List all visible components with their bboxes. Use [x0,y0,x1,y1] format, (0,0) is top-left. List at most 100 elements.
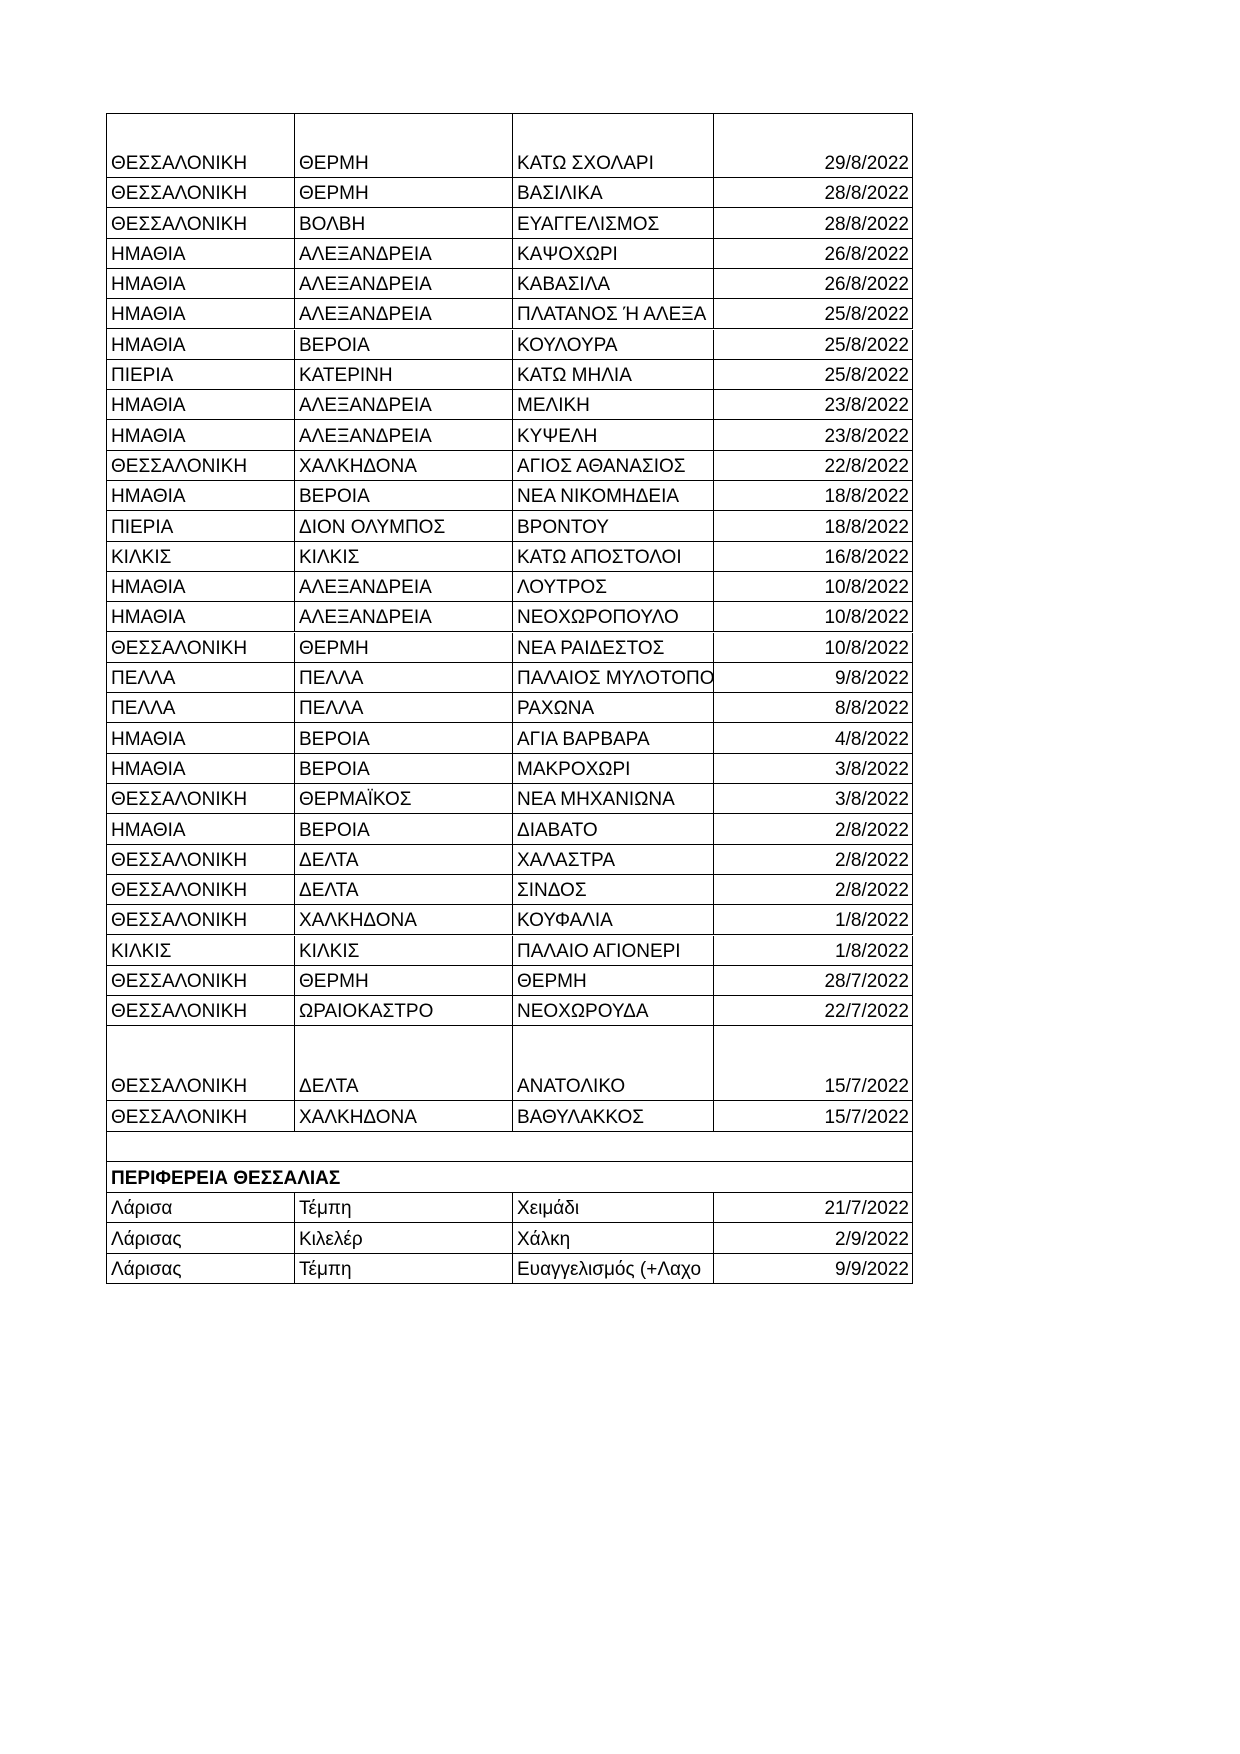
village-cell: ΝΕΑ ΝΙΚΟΜΗΔΕΙΑ [513,481,714,512]
village-cell: ΝΕΑ ΡΑΙΔΕΣΤΟΣ [513,632,714,663]
municipality-cell: ΒΕΡΟΙΑ [295,753,513,784]
region-cell: ΘΕΣΣΑΛΟΝΙΚΗ [107,844,295,875]
date-cell: 25/8/2022 [714,299,913,330]
region-cell: ΗΜΑΘΙΑ [107,602,295,633]
date-cell: 18/8/2022 [714,511,913,542]
region-cell: Λάρισας [107,1223,295,1254]
municipality-cell: ΧΑΛΚΗΔΟΝΑ [295,1101,513,1132]
date-cell: 3/8/2022 [714,784,913,815]
municipality-cell: ΚΙΛΚΙΣ [295,541,513,572]
municipality-cell: ΩΡΑΙΟΚΑΣΤΡΟ [295,996,513,1027]
date-cell: 26/8/2022 [714,268,913,300]
date-cell: 28/8/2022 [714,178,913,209]
date-cell: 28/8/2022 [714,208,913,239]
date-cell: 16/8/2022 [714,541,913,572]
date-cell: 22/7/2022 [714,996,913,1027]
village-cell: ΚΥΨΕΛΗ [513,420,714,451]
date-cell: 28/7/2022 [714,965,913,997]
date-cell: 18/8/2022 [714,481,913,512]
date-cell: 25/8/2022 [714,359,913,391]
region-cell: Λάρισα [107,1193,295,1224]
village-cell: ΔΙΑΒΑΤΟ [513,814,714,845]
date-cell: 22/8/2022 [714,450,913,481]
region-cell: ΠΙΕΡΙΑ [107,511,295,542]
spreadsheet-table: ΘΕΣΣΑΛΟΝΙΚΗ ΘΕΡΜΗ ΚΑΤΩ ΣΧΟΛΑΡΙ 29/8/2022 ΘΕΣ… [106,113,913,1284]
village-cell: ΠΛΑΤΑΝΟΣ Ή ΑΛΕΞΑ [513,299,714,330]
village-cell: ΝΕΟΧΩΡΟΠΟΥΛΟ [513,602,714,633]
village-cell: ΒΡΟΝΤΟΥ [513,511,714,542]
date-cell: 4/8/2022 [714,723,913,754]
date-cell: 8/8/2022 [714,693,913,724]
municipality-cell: ΑΛΕΞΑΝΔΡΕΙΑ [295,268,513,300]
village-cell: ΛΟΥΤΡΟΣ [513,571,714,603]
region-cell: ΗΜΑΘΙΑ [107,268,295,300]
municipality-cell: Κιλελέρ [295,1223,513,1254]
date-cell: 25/8/2022 [714,329,913,360]
municipality-cell: ΒΕΡΟΙΑ [295,329,513,360]
date-cell: 21/7/2022 [714,1193,913,1224]
region-cell: ΘΕΣΣΑΛΟΝΙΚΗ [107,784,295,815]
region-cell: ΘΕΣΣΑΛΟΝΙΚΗ [107,996,295,1027]
date-cell: 10/8/2022 [714,632,913,663]
village-cell: Χειμάδι [513,1193,714,1224]
village-cell: ΚΟΥΛΟΥΡΑ [513,329,714,360]
municipality-cell: ΧΑΛΚΗΔΟΝΑ [295,905,513,936]
region-cell: ΗΜΑΘΙΑ [107,571,295,603]
region-cell: ΘΕΣΣΑΛΟΝΙΚΗ [107,178,295,209]
municipality-cell: ΑΛΕΞΑΝΔΡΕΙΑ [295,299,513,330]
region-cell: ΗΜΑΘΙΑ [107,299,295,330]
region-cell: ΗΜΑΘΙΑ [107,723,295,754]
municipality-cell: ΒΕΡΟΙΑ [295,723,513,754]
municipality-cell: ΚΙΛΚΙΣ [295,935,513,966]
empty-row [107,1131,913,1162]
region-cell: ΘΕΣΣΑΛΟΝΙΚΗ [107,1026,295,1102]
municipality-cell: ΔΙΟΝ ΟΛΥΜΠΟΣ [295,511,513,542]
region-cell: ΘΕΣΣΑΛΟΝΙΚΗ [107,114,295,178]
village-cell: ΒΑΣΙΛΙΚΑ [513,178,714,209]
region-cell: ΘΕΣΣΑΛΟΝΙΚΗ [107,1101,295,1132]
municipality-cell: ΑΛΕΞΑΝΔΡΕΙΑ [295,571,513,603]
date-cell: 9/9/2022 [714,1253,913,1284]
village-cell: ΣΙΝΔΟΣ [513,874,714,906]
village-cell: ΚΟΥΦΑΛΙΑ [513,905,714,936]
village-cell: ΜΑΚΡΟΧΩΡΙ [513,753,714,784]
village-cell: ΠΑΛΑΙΟ ΑΓΙΟΝΕΡΙ [513,935,714,966]
village-cell: ΕΥΑΓΓΕΛΙΣΜΟΣ [513,208,714,239]
date-cell: 2/8/2022 [714,844,913,875]
village-cell: ΘΕΡΜΗ [513,965,714,997]
village-cell: ΧΑΛΑΣΤΡΑ [513,844,714,875]
date-cell: 15/7/2022 [714,1026,913,1102]
municipality-cell: ΠΕΛΛΑ [295,662,513,694]
village-cell: Ευαγγελισμός (+Λαχο [513,1253,714,1284]
village-cell: ΑΝΑΤΟΛΙΚΟ [513,1026,714,1102]
village-cell: ΑΓΙΟΣ ΑΘΑΝΑΣΙΟΣ [513,450,714,481]
date-cell: 23/8/2022 [714,390,913,421]
village-cell: ΑΓΙΑ ΒΑΡΒΑΡΑ [513,723,714,754]
municipality-cell: ΑΛΕΞΑΝΔΡΕΙΑ [295,390,513,421]
region-cell: ΗΜΑΘΙΑ [107,753,295,784]
date-cell: 9/8/2022 [714,662,913,694]
village-cell: Χάλκη [513,1223,714,1254]
region-cell: ΘΕΣΣΑΛΟΝΙΚΗ [107,965,295,997]
municipality-cell: Τέμπη [295,1253,513,1284]
region-cell: ΚΙΛΚΙΣ [107,541,295,572]
date-cell: 2/8/2022 [714,874,913,906]
village-cell: ΝΕΑ ΜΗΧΑΝΙΩΝΑ [513,784,714,815]
region-cell: Λάρισας [107,1253,295,1284]
village-cell: ΝΕΟΧΩΡΟΥΔΑ [513,996,714,1027]
date-cell: 15/7/2022 [714,1101,913,1132]
municipality-cell: ΧΑΛΚΗΔΟΝΑ [295,450,513,481]
date-cell: 3/8/2022 [714,753,913,784]
region-cell: ΠΕΛΛΑ [107,693,295,724]
date-cell: 2/8/2022 [714,814,913,845]
date-cell: 26/8/2022 [714,238,913,269]
municipality-cell: ΘΕΡΜΗ [295,632,513,663]
municipality-cell: ΘΕΡΜΗ [295,965,513,997]
date-cell: 10/8/2022 [714,571,913,603]
region-cell: ΠΕΛΛΑ [107,662,295,694]
village-cell: ΠΑΛΑΙΟΣ ΜΥΛΟΤΟΠΟ [513,662,714,694]
region-cell: ΘΕΣΣΑΛΟΝΙΚΗ [107,905,295,936]
village-cell: ΚΑΤΩ ΜΗΛΙΑ [513,359,714,391]
municipality-cell: ΑΛΕΞΑΝΔΡΕΙΑ [295,420,513,451]
